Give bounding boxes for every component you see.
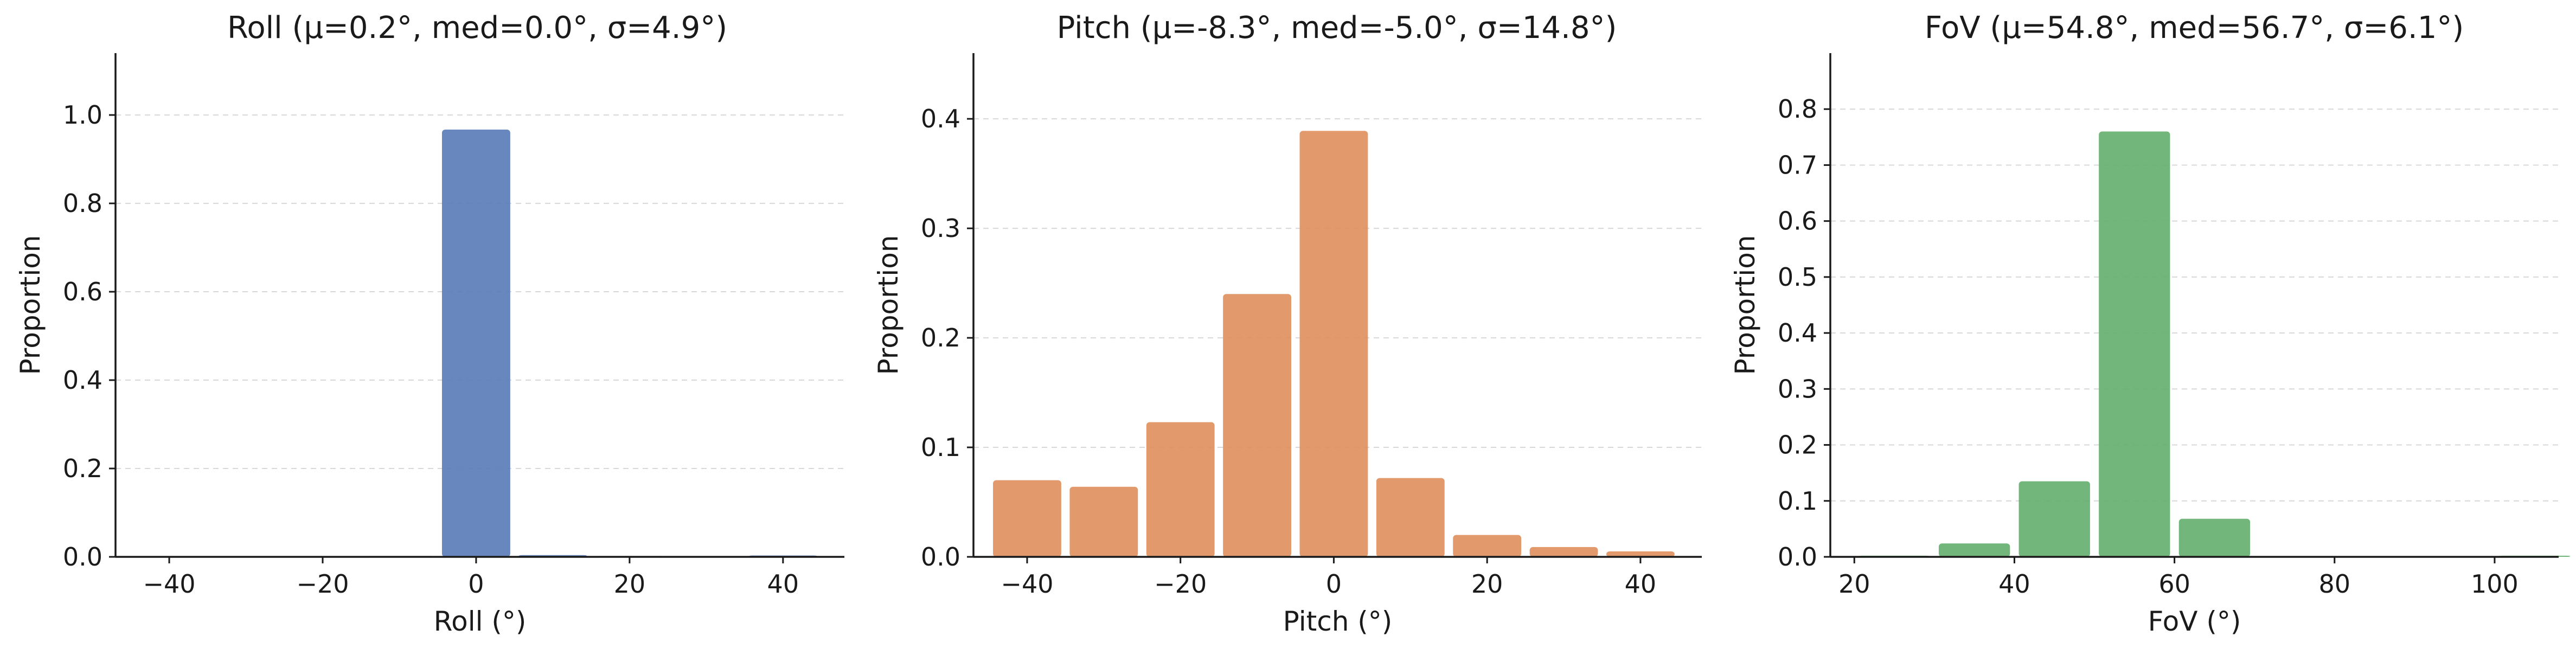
pitch-bar — [1069, 486, 1138, 557]
pitch-x-tick-label: 0 — [1326, 569, 1342, 599]
roll-x-tick-label: 0 — [468, 569, 484, 599]
roll-y-tick-label: 0.4 — [63, 365, 102, 395]
fov-y-tick-label: 0.4 — [1778, 318, 1817, 348]
roll-bar — [441, 129, 510, 557]
fov-bar — [2099, 131, 2170, 557]
fov-bar — [2178, 518, 2251, 557]
pitch-bar — [1606, 551, 1675, 557]
pitch-bar — [993, 480, 1061, 557]
fov-y-axis-label: Proportion — [1729, 235, 1761, 375]
pitch-y-tick-label: 0.1 — [921, 433, 960, 462]
pitch-x-tick-label: −40 — [1001, 569, 1053, 599]
pitch-bar — [1146, 422, 1215, 557]
pitch-x-axis-label: Pitch (°) — [1283, 606, 1393, 637]
roll-chart-title: Roll (μ=0.2°, med=0.0°, σ=4.9°) — [227, 10, 727, 46]
pitch-bar — [1223, 294, 1291, 557]
pitch-histogram-panel: 0.0 0.1 0.2 0.3 0.4 −40 −20 0 20 40 Pitch (μ=-8.3°… — [873, 10, 1702, 637]
roll-y-tick-label: 0.6 — [63, 277, 102, 306]
fov-x-axis-label: FoV (°) — [2148, 606, 2241, 637]
pitch-y-tick-label: 0.4 — [921, 104, 960, 133]
roll-x-tick-label: 40 — [767, 569, 799, 599]
roll-y-tick-label: 1.0 — [63, 100, 102, 130]
roll-y-tick-label: 0.0 — [63, 542, 102, 571]
fov-y-tick-label: 0.3 — [1778, 374, 1817, 403]
pitch-x-tick-label: 40 — [1625, 569, 1657, 599]
roll-x-tick-label: 20 — [614, 569, 646, 599]
fov-y-tick-label: 0.1 — [1778, 486, 1817, 516]
pitch-y-axis-label: Proportion — [873, 235, 904, 375]
pitch-x-tick-label: 20 — [1471, 569, 1503, 599]
fov-x-tick-label: 20 — [1838, 569, 1870, 599]
roll-x-tick-label: −20 — [296, 569, 349, 599]
fov-y-tick-label: 0.7 — [1778, 150, 1817, 179]
roll-y-axis-label: Proportion — [15, 235, 46, 375]
pitch-y-tick-label: 0.2 — [921, 323, 960, 352]
fov-bar — [1938, 543, 2010, 557]
pitch-bar — [1299, 131, 1368, 557]
fov-bar — [2018, 481, 2090, 557]
roll-y-tick-label: 0.8 — [63, 189, 102, 218]
fov-y-tick-label: 0.8 — [1778, 94, 1817, 124]
fov-x-tick-label: 40 — [1998, 569, 2030, 599]
fov-histogram-panel: 0.0 0.1 0.2 0.3 0.4 0.5 0.6 0.7 0.8 20 40 60 80 100 Fo… — [1729, 10, 2571, 637]
pitch-x-tick-label: −20 — [1154, 569, 1207, 599]
fov-x-tick-label: 100 — [2471, 569, 2519, 599]
fov-y-tick-label: 0.0 — [1778, 542, 1817, 571]
roll-x-axis-label: Roll (°) — [434, 606, 527, 637]
pitch-bar — [1453, 535, 1522, 557]
fov-y-tick-label: 0.5 — [1778, 262, 1817, 292]
pitch-bar — [1529, 547, 1598, 557]
pitch-y-tick-label: 0.3 — [921, 214, 960, 243]
fov-x-tick-label: 60 — [2158, 569, 2190, 599]
fov-x-tick-label: 80 — [2318, 569, 2350, 599]
fov-y-tick-label: 0.2 — [1778, 431, 1817, 460]
pitch-bar — [1376, 478, 1445, 557]
fov-chart-title: FoV (μ=54.8°, med=56.7°, σ=6.1°) — [1925, 10, 2464, 46]
roll-x-tick-label: −40 — [143, 569, 195, 599]
pitch-chart-title: Pitch (μ=-8.3°, med=-5.0°, σ=14.8°) — [1057, 10, 1617, 46]
fov-y-tick-label: 0.6 — [1778, 207, 1817, 236]
roll-histogram-panel: 0.0 0.2 0.4 0.6 0.8 1.0 −40 −20 0 20 40 Roll (μ=0.2… — [15, 10, 844, 637]
pitch-y-tick-label: 0.0 — [921, 542, 960, 571]
roll-y-tick-label: 0.2 — [63, 454, 102, 483]
